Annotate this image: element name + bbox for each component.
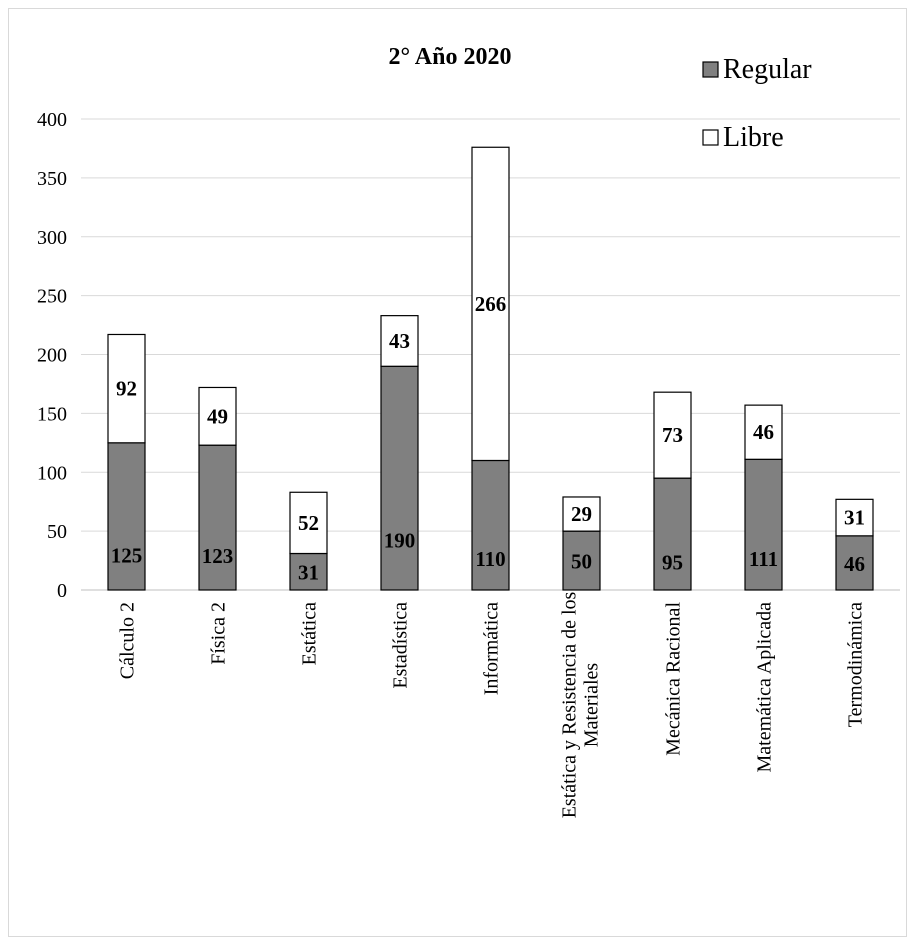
data-label: 266 <box>475 292 507 316</box>
y-tick-label: 350 <box>37 168 67 190</box>
bar-libre <box>562 496 601 532</box>
x-category-label: Matemática Aplicada <box>754 602 776 773</box>
data-label: 29 <box>571 502 592 526</box>
data-label: 50 <box>571 550 592 574</box>
legend-swatch-regular <box>702 61 719 78</box>
x-category-label: Estadística <box>390 602 412 689</box>
bar-regular <box>198 444 237 591</box>
bar-regular <box>107 442 146 591</box>
bar-libre <box>653 391 692 479</box>
bar-regular <box>835 535 874 591</box>
bar-libre <box>744 404 783 460</box>
data-label: 43 <box>389 329 410 353</box>
bar-regular <box>562 530 601 591</box>
x-category-label: Estática y Resistencia de los <box>559 591 581 818</box>
y-tick-label: 250 <box>37 286 67 308</box>
data-label: 52 <box>298 511 319 535</box>
bar-libre <box>471 146 510 462</box>
data-label: 111 <box>749 547 778 571</box>
data-label: 49 <box>207 404 228 428</box>
y-tick-label: 100 <box>37 462 67 484</box>
bar-libre <box>835 498 874 537</box>
stacked-bar-chart: 0 50 100 150 200 250 300 350 400 125 92 Cálculo 2 12… <box>37 44 900 818</box>
bar-libre <box>107 333 146 444</box>
data-label: 190 <box>384 528 416 552</box>
x-category-label: Termodinámica <box>845 602 867 727</box>
data-label: 95 <box>662 551 683 575</box>
legend: Regular Libre <box>702 54 812 153</box>
x-category-label: Informática <box>481 602 503 695</box>
x-category-label: Cálculo 2 <box>117 602 139 679</box>
legend-swatch-libre <box>702 129 719 146</box>
y-tick-label: 150 <box>37 403 67 425</box>
bar-libre <box>198 386 237 446</box>
chart-frame: 0 50 100 150 200 250 300 350 400 125 92 Cálculo 2 12… <box>8 8 907 937</box>
bar-regular <box>653 477 692 591</box>
bar-regular <box>744 458 783 591</box>
x-category-label: Mecánica Racional <box>663 602 685 756</box>
data-label: 73 <box>662 423 683 447</box>
y-tick-label: 200 <box>37 345 67 367</box>
bar-regular <box>380 365 419 591</box>
data-label: 125 <box>111 544 143 568</box>
x-category-label: Física 2 <box>208 602 230 665</box>
data-label: 46 <box>753 420 774 444</box>
data-label: 46 <box>844 552 865 576</box>
y-tick-label: 300 <box>37 227 67 249</box>
bar-libre <box>289 491 328 555</box>
x-category-label: Materiales <box>581 663 603 748</box>
x-category-label: Estática <box>299 602 321 665</box>
chart-title: 2° Año 2020 <box>389 44 512 70</box>
y-tick-label: 400 <box>37 109 67 131</box>
legend-label-libre: Libre <box>723 122 784 153</box>
y-tick-label: 50 <box>47 521 67 543</box>
bar-libre <box>380 315 419 367</box>
bar-regular <box>471 459 510 591</box>
data-label: 31 <box>298 561 319 585</box>
data-label: 123 <box>202 544 234 568</box>
y-tick-label: 0 <box>57 580 67 602</box>
legend-label-regular: Regular <box>723 54 812 85</box>
data-label: 92 <box>116 377 137 401</box>
data-label: 110 <box>475 547 505 571</box>
data-label: 31 <box>844 506 865 530</box>
